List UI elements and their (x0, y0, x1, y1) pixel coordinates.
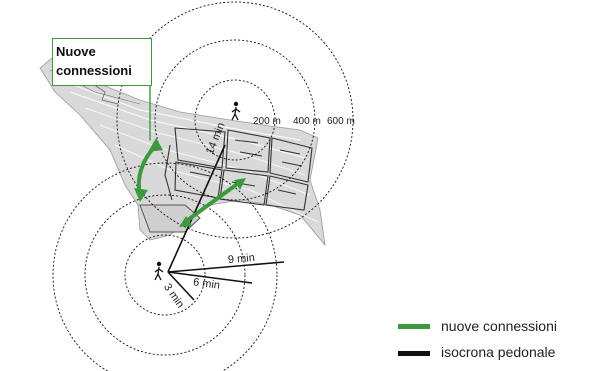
new-connections (134, 85, 246, 227)
ring-top-600 (116, 1, 354, 239)
callout-text: Nuove connessioni (56, 44, 132, 78)
legend-label: isocrona pedonale (441, 344, 556, 360)
ring-bottom-400 (84, 194, 246, 356)
walking-lines (167, 144, 285, 301)
time-label-9: 9 min (227, 251, 256, 267)
ring-bottom-600 (52, 162, 278, 371)
ring-top-200 (194, 79, 276, 161)
legend-swatch-black (398, 351, 430, 356)
radius-label-600: 600 m (327, 116, 355, 127)
legend-item-green: nuove connessioni (398, 318, 592, 334)
isochrone-rings (52, 1, 354, 371)
callout-box: Nuove connessioni (52, 38, 152, 86)
pedestrian-icon (231, 101, 241, 121)
radius-label-200: 200 m (253, 116, 281, 127)
ring-bottom-200 (124, 234, 206, 316)
legend-swatch-green (398, 324, 430, 329)
ring-top-400 (154, 39, 316, 201)
site-area (39, 57, 326, 247)
legend-item-black: isocrona pedonale (398, 344, 592, 360)
radius-label-400: 400 m (293, 116, 321, 127)
city-blocks (164, 127, 313, 211)
pedestrian-icon (154, 261, 164, 281)
legend-label: nuove connessioni (441, 318, 557, 334)
